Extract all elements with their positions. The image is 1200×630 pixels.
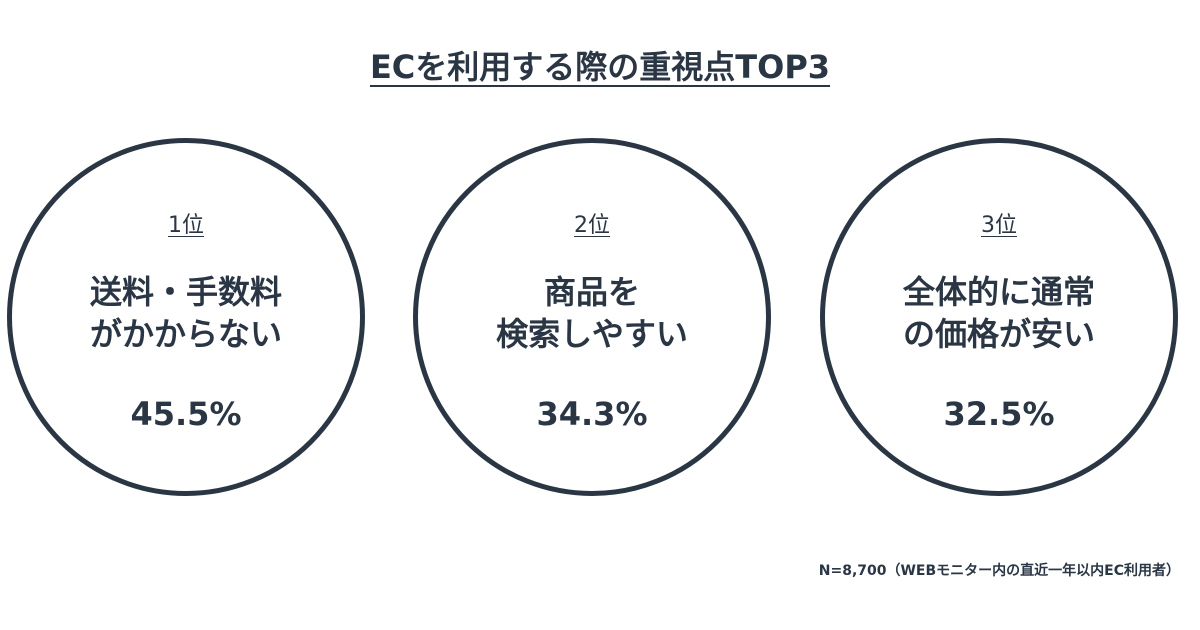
item-label-line2: がかからない [89,315,282,353]
item-label-line1: 送料・手数料 [89,273,282,311]
item-label-line1: 全体的に通常 [902,273,1095,311]
rank-circle-3: 3位 全体的に通常 の価格が安い 32.5% [820,138,1178,496]
item-label: 商品を 検索しやすい [418,271,766,355]
rank-circle-2: 2位 商品を 検索しやすい 34.3% [413,138,771,496]
rank-label: 3位 [825,207,1173,239]
title-text: ECを利用する際の重視点TOP3 [369,48,831,86]
rank-text: 1位 [168,213,204,238]
item-label-line2: 検索しやすい [496,315,688,353]
rank-text: 3位 [981,213,1017,238]
item-label: 送料・手数料 がかからない [12,271,360,355]
rank-label: 2位 [418,207,766,239]
item-percent: 45.5% [130,395,242,433]
item-percent: 34.3% [536,395,648,433]
item-label-line2: の価格が安い [902,315,1095,353]
item-label: 全体的に通常 の価格が安い [825,271,1173,355]
rank-label: 1位 [12,207,360,239]
sample-note: N=8,700（WEBモニター内の直近一年以内EC利用者） [818,563,1180,579]
item-percent: 32.5% [943,395,1055,433]
rank-circle-1: 1位 送料・手数料 がかからない 45.5% [7,138,365,496]
page-title: ECを利用する際の重視点TOP3 [0,42,1200,88]
rank-text: 2位 [574,213,610,238]
item-label-line1: 商品を [543,273,640,311]
